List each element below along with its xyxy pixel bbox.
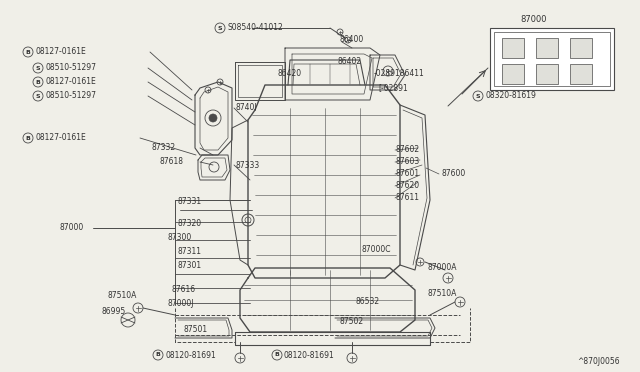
Text: 87333: 87333 bbox=[235, 160, 259, 170]
Text: 87603: 87603 bbox=[396, 157, 420, 167]
Circle shape bbox=[209, 114, 217, 122]
Text: 08120-81691: 08120-81691 bbox=[284, 350, 335, 359]
Text: S: S bbox=[218, 26, 222, 31]
Text: 08320-81619: 08320-81619 bbox=[485, 92, 536, 100]
Text: 87311: 87311 bbox=[177, 247, 201, 257]
Text: -0289186411: -0289186411 bbox=[374, 70, 425, 78]
Text: 87510A: 87510A bbox=[108, 292, 138, 301]
Bar bbox=[570, 38, 592, 58]
Text: S08540-41012: S08540-41012 bbox=[227, 23, 283, 32]
Text: 08127-0161E: 08127-0161E bbox=[35, 134, 86, 142]
Text: B: B bbox=[26, 49, 31, 55]
Text: 87616: 87616 bbox=[172, 285, 196, 295]
Bar bbox=[502, 64, 524, 84]
Text: 87501: 87501 bbox=[184, 326, 208, 334]
Text: 86532: 86532 bbox=[356, 298, 380, 307]
Text: 87300: 87300 bbox=[168, 234, 192, 243]
Text: 87611: 87611 bbox=[396, 193, 420, 202]
Bar bbox=[536, 38, 558, 58]
Text: S: S bbox=[36, 65, 40, 71]
Text: 87600: 87600 bbox=[441, 170, 465, 179]
Text: 08120-81691: 08120-81691 bbox=[165, 350, 216, 359]
Text: 87000: 87000 bbox=[60, 224, 84, 232]
Text: 86402: 86402 bbox=[338, 58, 362, 67]
Text: 08510-51297: 08510-51297 bbox=[45, 92, 96, 100]
Text: 87510A: 87510A bbox=[428, 289, 458, 298]
Text: B: B bbox=[156, 353, 161, 357]
Text: S: S bbox=[36, 93, 40, 99]
Text: 87502: 87502 bbox=[340, 317, 364, 327]
Text: ^870J0056: ^870J0056 bbox=[577, 357, 620, 366]
Text: 87618: 87618 bbox=[160, 157, 184, 167]
Text: 08127-0161E: 08127-0161E bbox=[35, 48, 86, 57]
Text: 87000C: 87000C bbox=[362, 246, 392, 254]
Bar bbox=[490, 28, 614, 90]
Text: 87620: 87620 bbox=[396, 182, 420, 190]
Text: 87331: 87331 bbox=[177, 198, 201, 206]
Text: S: S bbox=[476, 93, 480, 99]
Text: B: B bbox=[26, 135, 31, 141]
Text: 87602: 87602 bbox=[396, 145, 420, 154]
Text: [-02891: [-02891 bbox=[378, 83, 408, 93]
Text: B: B bbox=[36, 80, 40, 84]
Text: 08127-0161E: 08127-0161E bbox=[45, 77, 96, 87]
Bar bbox=[536, 64, 558, 84]
Text: 87601: 87601 bbox=[396, 170, 420, 179]
Bar bbox=[570, 64, 592, 84]
Text: 8740l: 8740l bbox=[236, 103, 258, 112]
Text: 87301: 87301 bbox=[177, 262, 201, 270]
Text: 87332: 87332 bbox=[152, 144, 176, 153]
Text: 87000: 87000 bbox=[520, 16, 547, 25]
Bar bbox=[494, 32, 610, 86]
Text: 87000A: 87000A bbox=[428, 263, 458, 273]
Text: 86995: 86995 bbox=[102, 308, 126, 317]
Text: 08510-51297: 08510-51297 bbox=[45, 64, 96, 73]
Text: 87000J: 87000J bbox=[168, 299, 195, 308]
Text: 86420: 86420 bbox=[278, 70, 302, 78]
Bar bbox=[502, 38, 524, 58]
Text: 87320: 87320 bbox=[177, 219, 201, 228]
Text: 86400: 86400 bbox=[340, 35, 364, 45]
Text: B: B bbox=[275, 353, 280, 357]
